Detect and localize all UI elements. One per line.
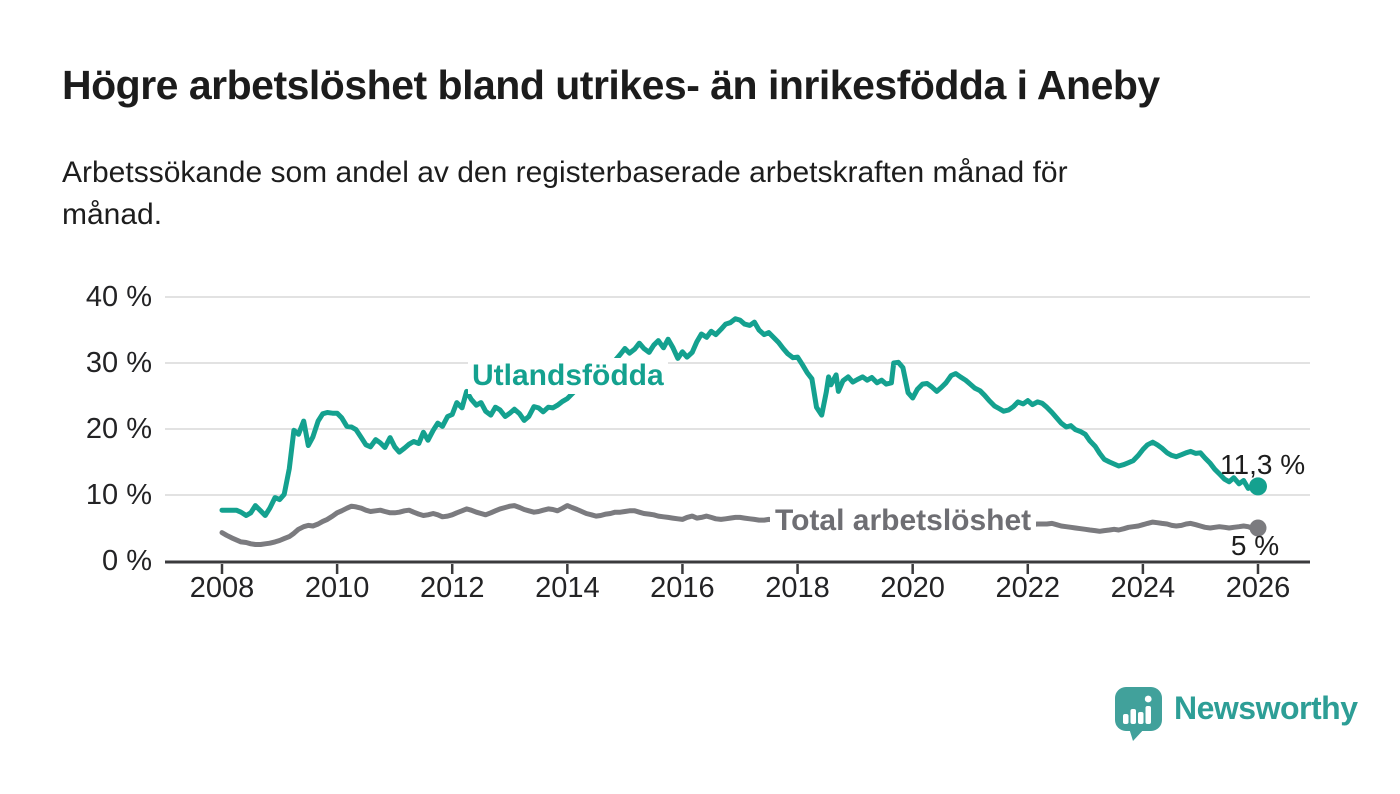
y-axis-label-0: 0 % <box>102 545 152 577</box>
x-axis-label-2020: 2020 <box>880 572 945 604</box>
series-end-dot-total <box>1249 519 1267 537</box>
y-axis-label-10: 10 % <box>85 479 152 511</box>
x-axis-label-2012: 2012 <box>419 572 485 604</box>
x-axis-label-2018: 2018 <box>765 572 830 604</box>
end-value-label-utlandsfodda: 11,3 % <box>1220 449 1306 480</box>
y-axis-label-40: 40 % <box>85 281 152 313</box>
newsworthy-wordmark: Newsworthy <box>1174 690 1358 726</box>
y-axis-label-20: 20 % <box>85 413 152 445</box>
end-value-label-total: 5 % <box>1230 530 1280 561</box>
series-line-total <box>219 503 1261 547</box>
chart-subtitle: Arbetssökande som andel av den registerb… <box>62 156 1068 231</box>
x-axis-label-2022: 2022 <box>995 572 1061 604</box>
series-line-utlandsfodda <box>219 316 1261 518</box>
x-axis-label-2010: 2010 <box>304 572 370 604</box>
x-axis-label-2016: 2016 <box>650 572 715 604</box>
x-axis-label-2026: 2026 <box>1225 572 1291 604</box>
chart-title: Högre arbetslöshet bland utrikes- än inr… <box>62 62 1160 108</box>
y-axis-label-30: 30 % <box>85 347 152 379</box>
newsworthy-logo-icon <box>1114 686 1164 747</box>
series-label-total-arbetsloshet: Total arbetslöshet <box>770 503 1037 539</box>
x-axis-label-2014: 2014 <box>535 572 600 604</box>
x-axis-label-2024: 2024 <box>1110 572 1176 604</box>
x-axis-label-2008: 2008 <box>189 572 255 604</box>
series-label-utlandsfodda: Utlandsfödda <box>468 358 668 394</box>
series-end-dot-utlandsfodda <box>1249 477 1268 496</box>
newsworthy-brand: Newsworthy <box>1114 686 1358 747</box>
